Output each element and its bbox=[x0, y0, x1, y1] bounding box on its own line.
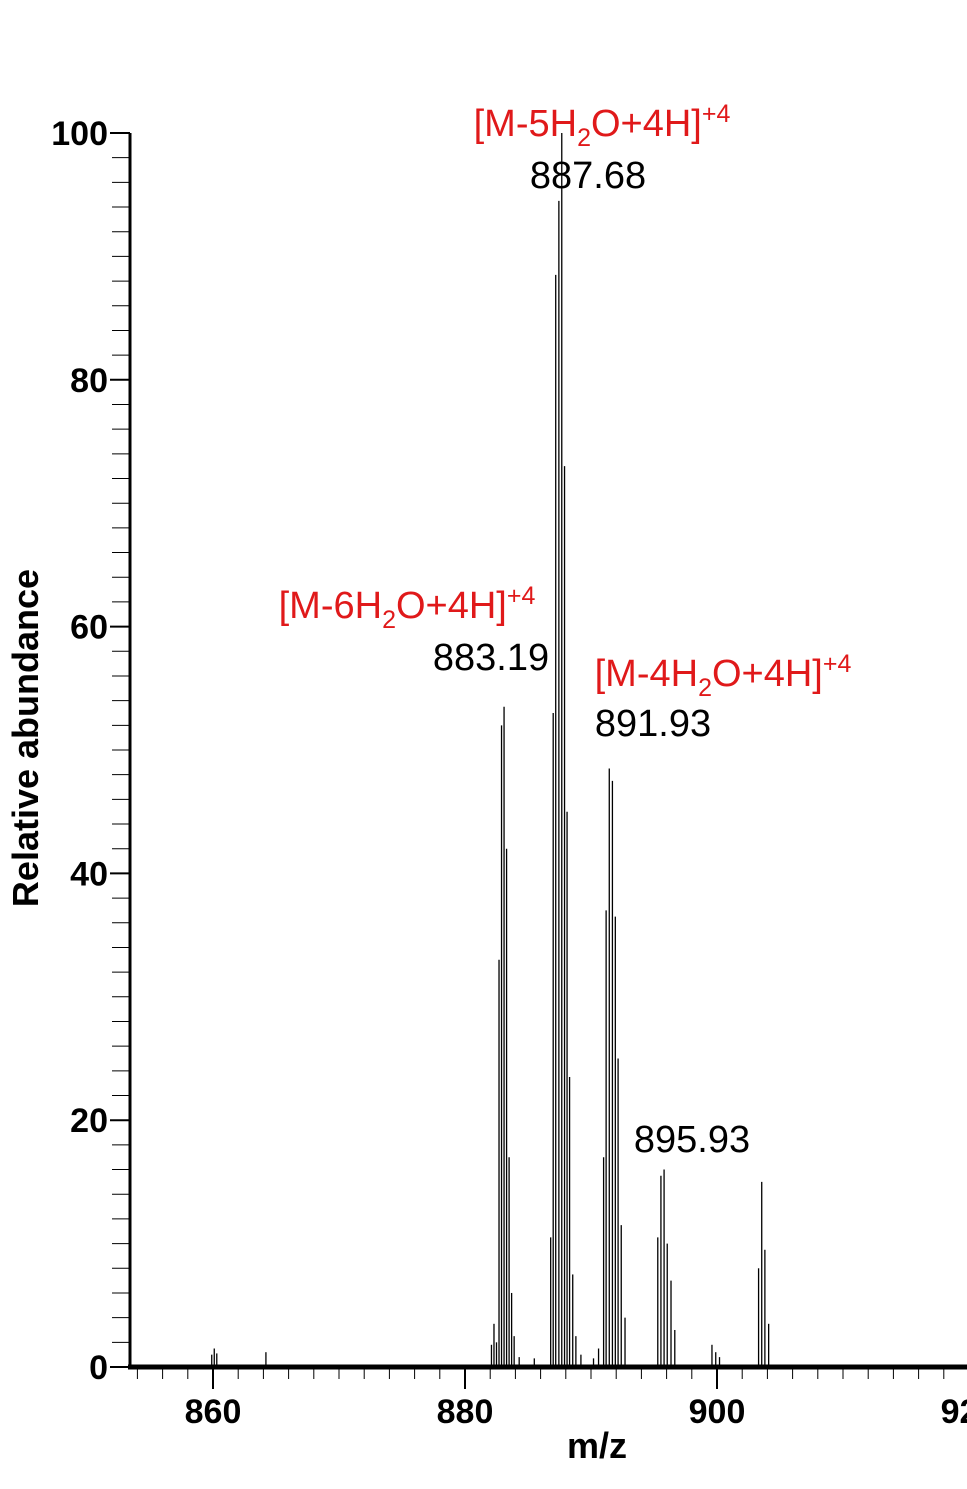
x-tick-label: 880 bbox=[437, 1393, 494, 1431]
y-tick-label: 40 bbox=[70, 855, 108, 893]
y-tick-label: 80 bbox=[70, 362, 108, 400]
spectrum-peaks bbox=[211, 133, 770, 1367]
axes bbox=[128, 133, 967, 1370]
ion-annotation-sup: +4 bbox=[823, 650, 852, 678]
y-tick-label: 20 bbox=[70, 1102, 108, 1140]
ion-annotation-base: [M-6H bbox=[279, 585, 382, 627]
peak-value-label: 891.93 bbox=[595, 703, 711, 745]
peak-value-label: 895.93 bbox=[634, 1119, 750, 1161]
ion-annotation-sup: +4 bbox=[702, 100, 731, 128]
y-tick-label: 60 bbox=[70, 609, 108, 647]
ion-annotation-sub: 2 bbox=[698, 674, 712, 702]
ion-annotation-sub: 2 bbox=[382, 606, 396, 634]
y-axis-title: Relative abundance bbox=[5, 569, 46, 907]
ion-annotation-sup: +4 bbox=[507, 582, 536, 610]
y-tick-label: 100 bbox=[51, 115, 108, 153]
x-axis-title: m/z bbox=[567, 1425, 627, 1466]
x-tick-label: 920 bbox=[941, 1393, 967, 1431]
peak-value-label: 883.19 bbox=[433, 637, 549, 679]
y-tick-label: 0 bbox=[89, 1349, 108, 1387]
ion-annotation-mid: O+4H] bbox=[591, 103, 702, 145]
ion-annotation-base: [M-4H bbox=[595, 653, 698, 695]
peak-value-label: 887.68 bbox=[530, 155, 646, 197]
x-ticks: 860 880 900 920 bbox=[136, 1367, 967, 1431]
ion-annotation-base: [M-5H bbox=[474, 103, 577, 145]
x-tick-label: 860 bbox=[185, 1393, 242, 1431]
y-ticks: 0 20 40 60 80 100 bbox=[51, 115, 130, 1387]
peak-labels: 887.68883.19891.93895.93[M-5H2O+4H]+4[M-… bbox=[279, 100, 852, 1161]
x-tick-label: 900 bbox=[689, 1393, 746, 1431]
ion-annotation: [M-4H2O+4H]+4 bbox=[595, 650, 852, 702]
ion-annotation-mid: O+4H] bbox=[396, 585, 507, 627]
ion-annotation-mid: O+4H] bbox=[712, 653, 823, 695]
ion-annotation-sub: 2 bbox=[577, 124, 591, 152]
ion-annotation: [M-6H2O+4H]+4 bbox=[279, 582, 536, 634]
ion-annotation: [M-5H2O+4H]+4 bbox=[474, 100, 731, 152]
